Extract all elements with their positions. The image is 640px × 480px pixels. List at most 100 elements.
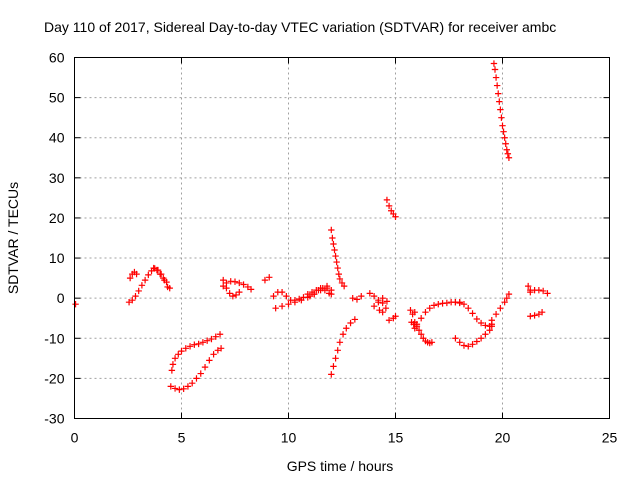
data-point [347, 319, 354, 327]
data-point [323, 282, 331, 290]
data-point [460, 342, 468, 349]
data-point [375, 298, 382, 306]
data-point [443, 299, 451, 307]
data-point [477, 335, 485, 342]
data-point [498, 114, 505, 121]
data-point [336, 275, 344, 283]
series-1 [126, 268, 140, 282]
data-point [169, 361, 177, 368]
x-tick-labels: 0 5 10 15 20 25 [71, 430, 618, 446]
data-point [482, 331, 489, 338]
data-point [379, 294, 386, 302]
data-point [492, 74, 500, 81]
data-point [417, 331, 425, 338]
plot-frame [74, 57, 610, 419]
data-point [332, 252, 339, 260]
y-tick-label: 20 [49, 210, 65, 226]
data-point [411, 309, 418, 316]
data-point [539, 287, 547, 295]
data-point [333, 258, 340, 266]
data-point [332, 355, 339, 362]
series-14 [349, 292, 365, 303]
series-11 [306, 282, 335, 300]
data-point [497, 106, 504, 113]
data-point [285, 300, 292, 308]
y-tick-label: 60 [49, 50, 65, 66]
data-point [428, 339, 436, 346]
data-point [435, 300, 442, 308]
data-point [488, 317, 495, 324]
grid-lines [74, 57, 610, 419]
data-point [497, 304, 504, 312]
data-point [504, 150, 512, 157]
data-point [535, 311, 543, 318]
series-4 [168, 331, 224, 374]
data-point [388, 207, 395, 214]
data-point [407, 307, 414, 314]
data-point [191, 341, 198, 348]
data-point [306, 292, 314, 300]
data-point [236, 279, 243, 287]
data-point [417, 315, 425, 322]
data-point [171, 385, 179, 392]
data-point [133, 270, 140, 278]
data-point [278, 302, 286, 310]
data-point [330, 363, 337, 370]
data-point [178, 347, 185, 355]
data-point [383, 298, 391, 305]
series-20 [407, 307, 418, 318]
data-point [422, 309, 429, 316]
data-point [426, 304, 433, 312]
series-12 [328, 226, 348, 290]
series-17 [376, 304, 390, 316]
data-point [229, 292, 237, 300]
data-point [193, 375, 200, 382]
data-point [343, 325, 350, 332]
y-tick-label: 40 [49, 130, 65, 146]
x-tick-label: 10 [281, 430, 297, 446]
data-point [499, 122, 506, 129]
series-3 [150, 264, 173, 292]
data-point [199, 339, 207, 346]
data-point [150, 264, 157, 272]
x-axis-label: GPS time / hours [287, 458, 394, 474]
y-tick-label: 0 [57, 290, 65, 306]
data-point [493, 82, 501, 89]
data-point [353, 296, 361, 303]
data-point [329, 234, 336, 242]
data-point [415, 327, 423, 334]
series-18 [383, 196, 399, 220]
data-point [132, 292, 139, 300]
series-24 [452, 323, 495, 350]
data-point [319, 284, 326, 292]
data-point [171, 355, 179, 362]
data-point [492, 311, 500, 318]
data-point [175, 351, 182, 358]
y-tick-label: 30 [49, 170, 65, 186]
data-point [370, 302, 378, 310]
data-point [272, 304, 279, 312]
data-point [214, 347, 222, 354]
x-tick-label: 0 [71, 430, 79, 446]
y-tick-label: 50 [49, 90, 65, 106]
data-point [186, 343, 194, 350]
data-point [328, 371, 335, 378]
data-point [413, 321, 421, 328]
data-point [182, 345, 189, 352]
data-point [336, 339, 344, 346]
data-point [358, 292, 365, 300]
data-point [379, 309, 386, 316]
data-point [72, 300, 79, 308]
data-point [382, 304, 390, 312]
x-tick-label: 25 [602, 430, 618, 446]
data-point [244, 283, 252, 291]
data-point [126, 274, 134, 282]
data-point [168, 367, 176, 374]
series-5 [167, 345, 225, 393]
data-point [477, 319, 485, 327]
data-point [156, 270, 164, 278]
data-points [72, 60, 551, 393]
data-point [270, 292, 277, 300]
data-point [201, 363, 209, 371]
data-point [138, 282, 146, 289]
